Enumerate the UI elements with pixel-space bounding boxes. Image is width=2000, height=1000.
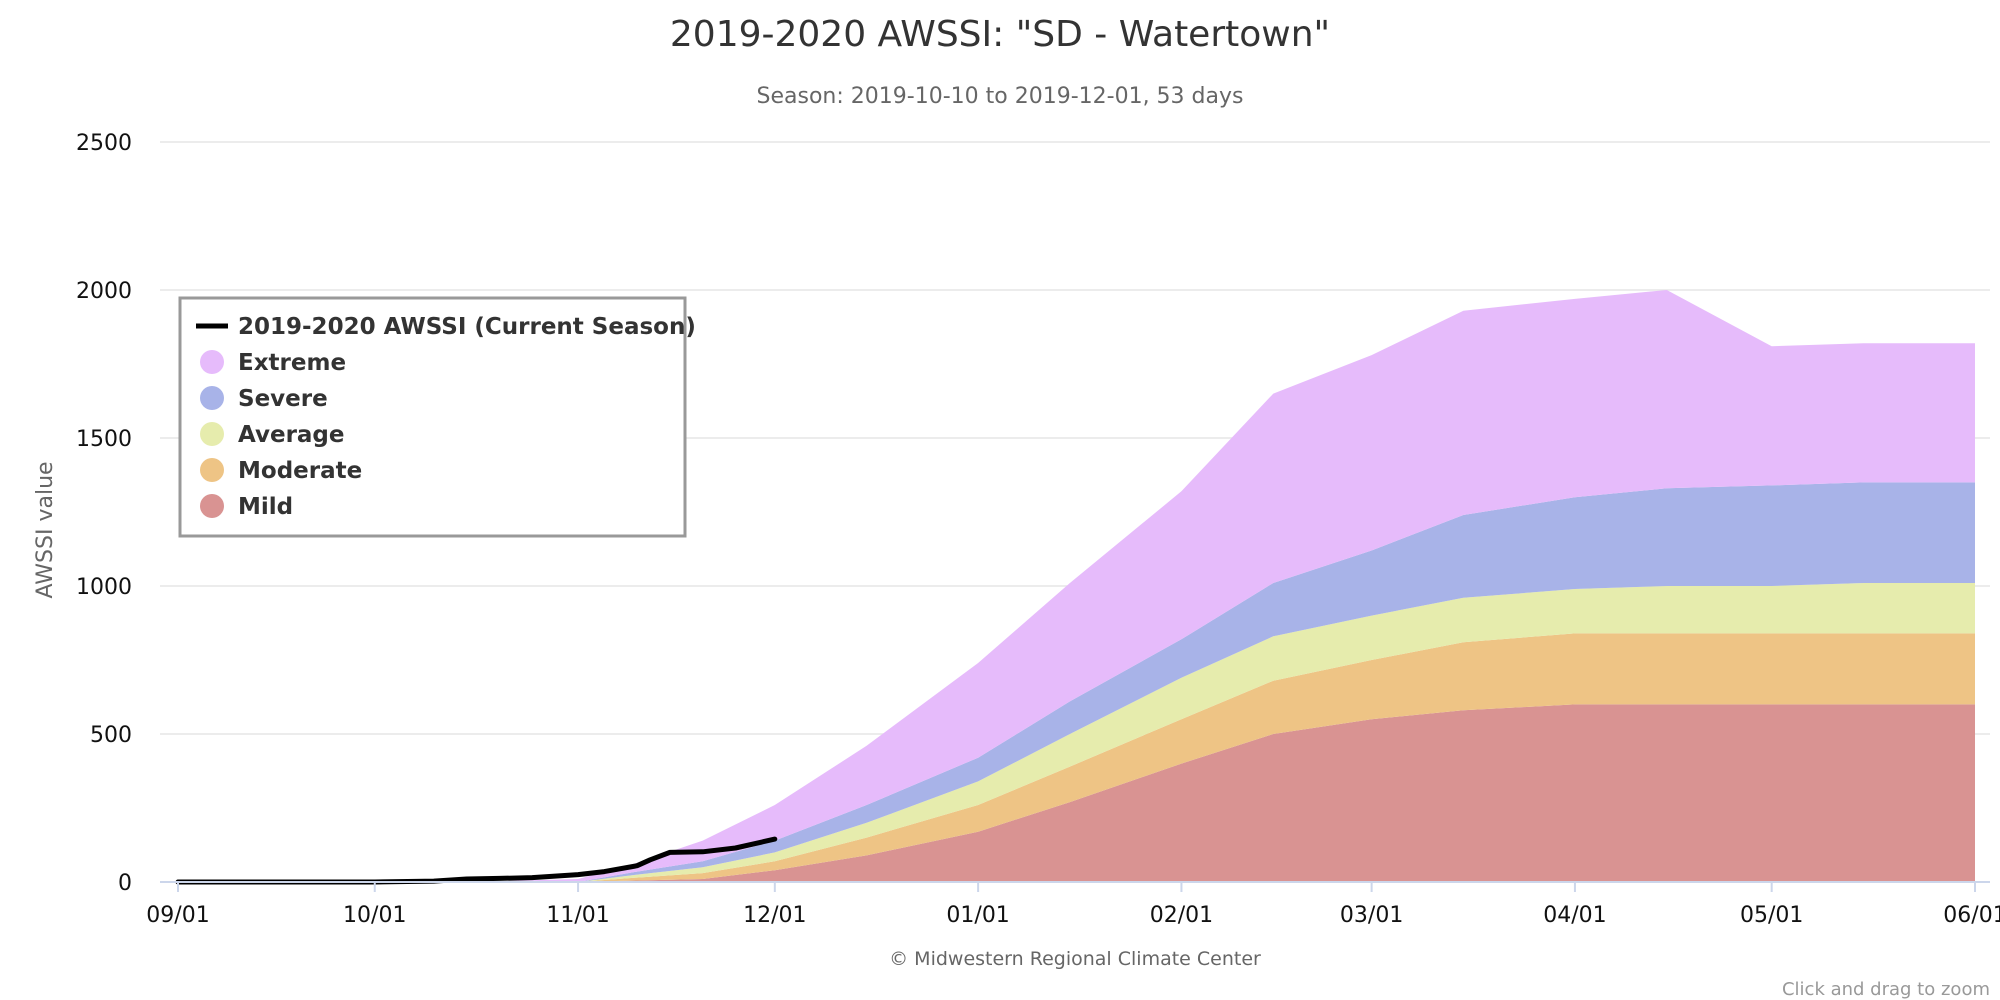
legend-item-extreme[interactable]: Extreme <box>200 350 346 376</box>
legend-item-moderate[interactable]: Moderate <box>200 458 362 484</box>
credit-text[interactable]: © Midwestern Regional Climate Center <box>889 948 1261 970</box>
x-tick-label: 05/01 <box>1740 903 1803 928</box>
x-tick-label: 11/01 <box>546 903 609 928</box>
x-tick-label: 02/01 <box>1150 903 1213 928</box>
y-tick-label: 500 <box>90 723 132 748</box>
legend-dot-symbol <box>200 458 224 482</box>
area-severe[interactable] <box>178 482 1975 882</box>
x-tick-label: 04/01 <box>1543 903 1606 928</box>
legend-item-mild[interactable]: Mild <box>200 494 293 520</box>
x-tick-label: 09/01 <box>146 903 209 928</box>
legend-dot-symbol <box>200 494 224 518</box>
legend-dot-symbol <box>200 350 224 374</box>
x-tick-label: 03/01 <box>1340 903 1403 928</box>
area-average[interactable] <box>178 583 1975 882</box>
legend-label: Mild <box>238 494 293 520</box>
y-tick-label: 2000 <box>76 279 132 304</box>
legend-item-severe[interactable]: Severe <box>200 386 328 412</box>
y-tick-label: 1500 <box>76 427 132 452</box>
x-tick-label: 01/01 <box>946 903 1009 928</box>
legend-dot-symbol <box>200 422 224 446</box>
y-tick-label: 1000 <box>76 575 132 600</box>
legend-label: 2019-2020 AWSSI (Current Season) <box>238 314 696 340</box>
y-tick-label: 0 <box>118 871 132 896</box>
y-tick-label: 2500 <box>76 131 132 156</box>
current-season-line[interactable] <box>175 836 778 885</box>
legend-label: Severe <box>238 386 328 412</box>
series-areas[interactable] <box>178 290 1975 882</box>
legend-box <box>178 296 687 538</box>
legend-label: Average <box>238 422 345 448</box>
current-season-layer[interactable] <box>175 836 778 885</box>
legend[interactable]: 2019-2020 AWSSI (Current Season) Extreme S… <box>178 296 696 538</box>
legend-label: Extreme <box>238 350 346 376</box>
x-tick-label: 06/01 <box>1943 903 2000 928</box>
legend-item-average[interactable]: Average <box>200 422 345 448</box>
area-extreme[interactable] <box>178 290 1975 882</box>
y-axis-label: AWSSI value <box>33 461 58 598</box>
x-tick-label: 12/01 <box>743 903 806 928</box>
legend-item-2019-2020[interactable]: 2019-2020 AWSSI (Current Season) <box>196 314 696 340</box>
area-mild[interactable] <box>178 704 1975 882</box>
chart-subtitle: Season: 2019-10-10 to 2019-12-01, 53 day… <box>757 84 1244 109</box>
legend-dot-symbol <box>200 386 224 410</box>
x-tick-label: 10/01 <box>343 903 406 928</box>
legend-label: Moderate <box>238 458 362 484</box>
y-axis-ticks: 0 500 1000 1500 2000 2500 <box>76 131 132 896</box>
area-moderate[interactable] <box>178 633 1975 882</box>
zoom-hint: Click and drag to zoom <box>1782 979 1990 1000</box>
chart-title: 2019-2020 AWSSI: "SD - Watertown" <box>670 14 1330 55</box>
x-axis-ticks: 09/01 10/01 11/01 12/01 01/01 02/01 03/01 04/01… <box>146 882 2000 928</box>
